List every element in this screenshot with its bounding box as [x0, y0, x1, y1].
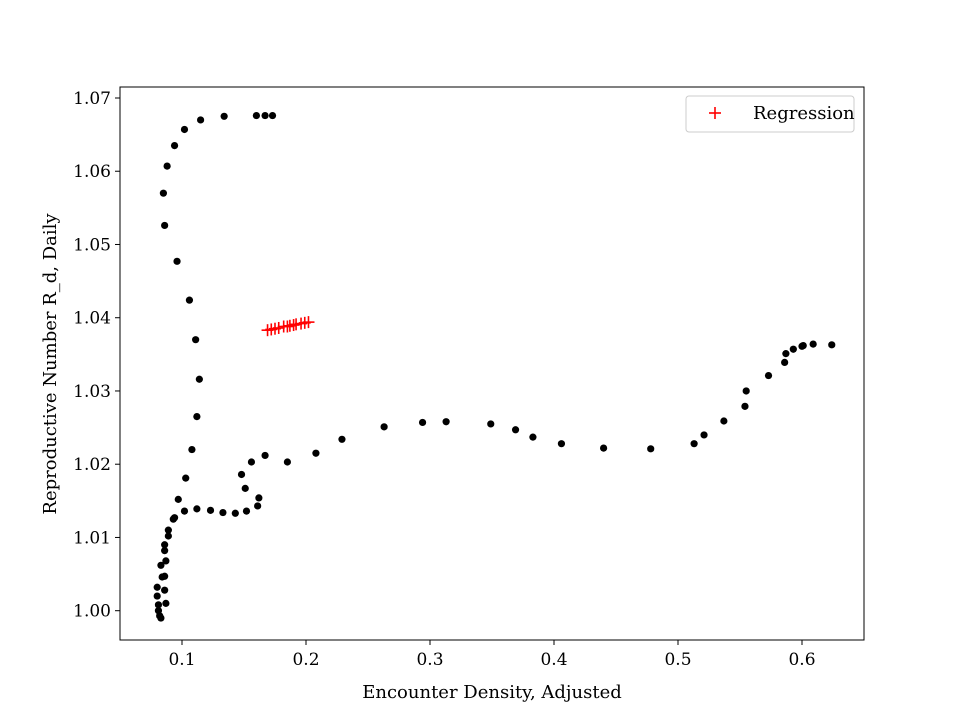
data-point [764, 371, 773, 380]
data-point [242, 507, 251, 515]
data-point [153, 592, 161, 600]
data-point [164, 526, 172, 534]
data-point [231, 509, 239, 517]
y-tick-label: 1.00 [73, 602, 111, 622]
y-axis-label: Reproductive Number R_d, Daily [40, 213, 61, 515]
x-tick-label: 0.3 [416, 650, 443, 670]
data-point [557, 440, 566, 448]
data-point [418, 418, 427, 427]
data-point [157, 561, 165, 569]
legend-label-regression: Regression [753, 103, 855, 124]
data-point [170, 141, 179, 150]
legend-box [685, 95, 855, 133]
x-tick-label: 0.1 [168, 650, 195, 670]
data-point [255, 494, 263, 502]
data-point [195, 375, 203, 383]
legend-marker-regression [709, 107, 721, 119]
data-point [164, 532, 172, 540]
data-point [252, 111, 260, 120]
x-axis-label: Encounter Density, Adjusted [362, 682, 622, 703]
data-point [220, 112, 228, 120]
y-tick-label: 1.06 [73, 162, 111, 182]
y-tick-label: 1.04 [73, 309, 111, 329]
y-tick-label: 1.05 [73, 235, 111, 255]
y-tick-label: 1.07 [73, 89, 111, 109]
data-point [828, 341, 836, 349]
data-point [799, 341, 807, 350]
data-point [173, 257, 181, 265]
data-point [161, 547, 169, 555]
data-point [193, 413, 201, 421]
data-point [312, 449, 320, 457]
data-point [162, 599, 170, 607]
y-tick-label: 1.02 [73, 455, 111, 475]
data-point [690, 440, 698, 448]
data-point [529, 433, 537, 441]
data-point [161, 221, 169, 230]
data-point [219, 508, 227, 517]
data-point [442, 418, 450, 426]
data-point [254, 502, 262, 510]
data-point [162, 557, 170, 565]
data-point [782, 350, 790, 358]
legend: Regression [685, 95, 855, 133]
data-point [809, 340, 817, 348]
data-point [192, 336, 200, 344]
data-point [241, 484, 249, 492]
data-point [700, 431, 708, 439]
data-point [180, 125, 189, 134]
data-point [789, 345, 797, 353]
data-point [182, 474, 190, 482]
data-point [163, 162, 171, 170]
data-point [188, 445, 196, 454]
regression-point [302, 316, 315, 329]
x-tick-label: 0.5 [664, 650, 691, 670]
data-point [154, 601, 163, 609]
regression-point [272, 321, 285, 334]
data-point [338, 435, 346, 443]
data-point [261, 451, 269, 460]
data-point [180, 507, 189, 515]
data-point [206, 506, 215, 514]
data-point [720, 417, 728, 425]
data-point [174, 495, 182, 503]
data-point [781, 358, 789, 367]
x-tick-label: 0.2 [292, 650, 319, 670]
data-point [283, 458, 291, 466]
data-point [741, 402, 749, 410]
data-point [161, 541, 169, 549]
data-point [261, 111, 269, 120]
data-point [487, 420, 495, 428]
data-point [268, 111, 277, 120]
plot-frame [119, 86, 865, 641]
data-point [159, 189, 167, 197]
y-tick-label: 1.01 [73, 528, 111, 548]
y-tick-label: 1.03 [73, 382, 111, 402]
data-point [647, 445, 655, 453]
data-point [380, 423, 388, 431]
data-point [193, 505, 201, 513]
data-point [161, 572, 169, 580]
data-point [600, 444, 608, 452]
plot-background [120, 87, 864, 640]
x-tick-label: 0.6 [788, 650, 815, 670]
x-tick-label: 0.4 [540, 650, 567, 670]
data-point [237, 470, 246, 479]
data-point [742, 387, 750, 395]
data-point [247, 458, 256, 466]
data-point [161, 586, 169, 594]
data-point [153, 583, 161, 591]
data-point [185, 296, 194, 304]
data-point [170, 514, 179, 522]
data-point [154, 607, 163, 615]
data-point [511, 426, 520, 434]
data-point [197, 116, 205, 124]
